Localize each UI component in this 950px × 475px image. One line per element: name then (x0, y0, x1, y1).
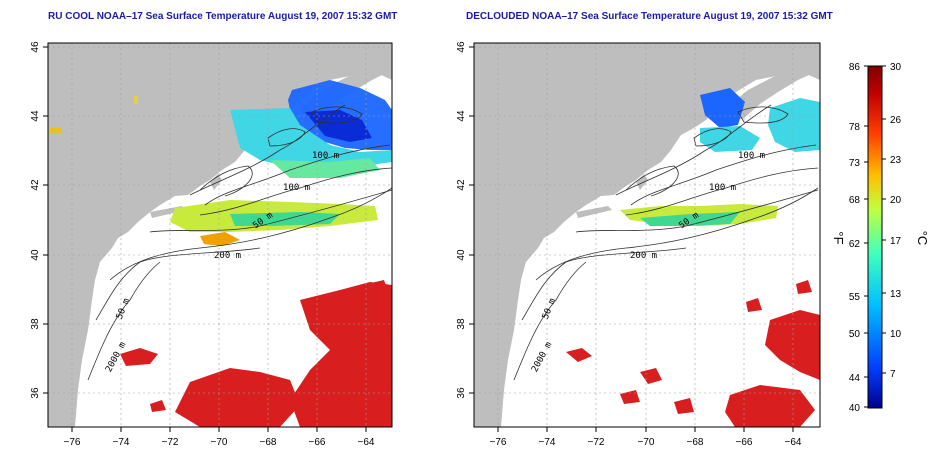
right-sst-red-tiny (796, 280, 812, 294)
left-lon-tick: −70 (211, 437, 228, 448)
right-y-axis: 36 38 40 42 44 46 (456, 41, 474, 399)
colorbar-f-tick: 55 (849, 292, 861, 303)
colorbar-fahrenheit-label: °F (831, 231, 846, 244)
colorbar-f-tick: 62 (849, 239, 861, 250)
left-lon-tick: −72 (162, 437, 179, 448)
colorbar-c-tick: 26 (890, 115, 902, 126)
right-lat-tick: 46 (456, 41, 467, 53)
left-lon-tick: −74 (113, 437, 130, 448)
right-sst-red-south (725, 385, 815, 427)
right-lon-tick: −76 (490, 437, 507, 448)
colorbar-celsius-label: °C (915, 231, 930, 246)
colorbar-f-tick: 68 (849, 195, 861, 206)
right-sst-red-west (620, 390, 640, 404)
right-lat-tick: 38 (456, 318, 467, 330)
left-sst-cold-core (305, 110, 372, 142)
right-cape-cod (636, 174, 648, 190)
colorbar-f-tick: 40 (849, 403, 861, 414)
right-lat-tick: 40 (456, 249, 467, 261)
right-lon-tick: −72 (588, 437, 605, 448)
right-sst-green-band (640, 212, 740, 226)
right-sst-red-edge (674, 398, 694, 414)
left-lat-tick: 42 (30, 179, 41, 191)
right-long-island (576, 206, 612, 218)
left-sst-red-spot (366, 280, 388, 296)
right-sst-red-east (765, 310, 820, 380)
left-sst-red-south (175, 368, 300, 427)
colorbar-c-tick: 17 (890, 236, 902, 247)
left-bathymetry-contours (87, 104, 392, 381)
colorbar-c-tick: 20 (890, 195, 902, 206)
colorbar-f-tick: 78 (849, 122, 861, 133)
left-lat-tick: 44 (30, 110, 41, 122)
right-contour-label-2: 100 m (709, 183, 736, 193)
right-lat-tick: 42 (456, 179, 467, 191)
left-sst-bit-2 (134, 96, 138, 104)
left-lon-tick: −66 (309, 437, 326, 448)
left-sst-orange-patch (200, 232, 240, 246)
colorbar-gradient (867, 65, 883, 409)
left-map-panel: 100 m 100 m 50 m 200 m 50 m 2000 m (47, 42, 393, 428)
right-lon-tick: −64 (785, 437, 802, 448)
left-lon-tick: −64 (358, 437, 375, 448)
colorbar-f-tick: 86 (849, 62, 861, 73)
left-lon-tick: −76 (64, 437, 81, 448)
right-lon-tick: −70 (638, 437, 655, 448)
colorbar: 86 78 73 68 62 55 50 44 40 30 26 23 20 1… (831, 62, 930, 414)
colorbar-f-tick: 73 (849, 158, 861, 169)
right-sst-red-small (566, 348, 592, 362)
right-sst-red-spot (746, 298, 762, 312)
left-lat-tick: 36 (30, 387, 41, 399)
right-x-axis: −76 −74 −72 −70 −68 −66 −64 (490, 427, 802, 448)
left-contour-label-1: 100 m (312, 151, 339, 161)
right-land (474, 43, 820, 427)
left-graticule (48, 43, 392, 427)
left-lat-tick: 46 (30, 41, 41, 53)
right-sst-cyan-west (700, 126, 760, 152)
right-lon-tick: −68 (687, 437, 704, 448)
right-lat-tick: 36 (456, 387, 467, 399)
left-panel-title: RU COOL NOAA–17 Sea Surface Temperature … (48, 11, 398, 22)
left-sst-red-tiny (150, 400, 166, 412)
left-land (48, 43, 392, 427)
left-x-axis: −76 −74 −72 −70 −68 −66 −64 (64, 427, 375, 448)
right-sst-gulf-of-maine (700, 88, 745, 128)
colorbar-c-tick: 13 (890, 289, 902, 300)
colorbar-c-tick: 30 (890, 62, 902, 73)
right-graticule (474, 43, 820, 427)
left-contour-label-2: 100 m (283, 183, 310, 193)
colorbar-f-tick: 50 (849, 329, 861, 340)
left-sst-bit-1 (50, 128, 62, 133)
left-y-axis: 36 38 40 42 44 46 (30, 41, 48, 399)
colorbar-c-tick: 7 (890, 369, 896, 380)
left-contour-label-4: 200 m (214, 251, 241, 261)
right-contour-label-4: 200 m (630, 251, 657, 261)
right-panel-title: DECLOUDED NOAA–17 Sea Surface Temperatur… (466, 11, 833, 22)
left-sst-red-small (120, 348, 158, 366)
right-bathymetry-contours (513, 104, 819, 381)
right-lon-tick: −74 (539, 437, 556, 448)
left-sst-shelf-cyan (230, 108, 392, 170)
right-sst-cyan-east (768, 98, 820, 152)
right-lat-tick: 44 (456, 110, 467, 122)
right-nova-scotia (726, 60, 820, 122)
right-contour-label-1: 100 m (738, 151, 765, 161)
left-sst-green-band (230, 212, 340, 226)
colorbar-c-tick: 10 (890, 329, 902, 340)
left-lat-tick: 40 (30, 249, 41, 261)
left-lon-tick: −68 (260, 437, 277, 448)
right-map-panel: 100 m 100 m 50 m 200 m 50 m 2000 m (473, 42, 821, 428)
left-sst-shelf-green (270, 158, 380, 178)
right-lon-tick: −66 (736, 437, 753, 448)
colorbar-f-tick: 44 (849, 373, 861, 384)
left-sst-red-east (290, 282, 392, 427)
left-lat-tick: 38 (30, 318, 41, 330)
colorbar-c-tick: 23 (890, 155, 902, 166)
right-sst-red-mid (640, 368, 662, 384)
